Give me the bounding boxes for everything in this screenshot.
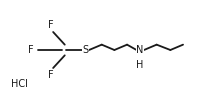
Text: HCl: HCl [11,79,28,89]
Text: H: H [136,60,143,70]
Text: N: N [136,45,143,55]
Text: F: F [28,45,33,55]
Text: F: F [48,20,53,30]
Text: F: F [48,70,53,81]
Text: S: S [83,45,89,55]
